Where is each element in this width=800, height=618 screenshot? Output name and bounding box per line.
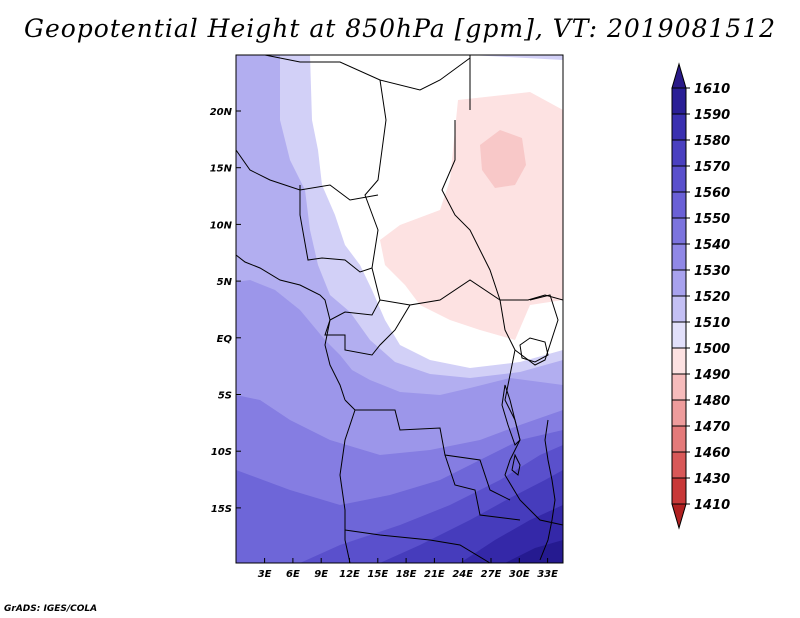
colorbar-top-arrow: [671, 62, 687, 89]
colorbar-swatch: [671, 269, 687, 297]
lon-tick-label: 27E: [481, 569, 502, 580]
colorbar-swatch: [671, 243, 687, 271]
lon-tick-label: 12E: [339, 569, 360, 580]
lat-tick-label: 5N: [217, 277, 233, 288]
colorbar-label: 1410: [694, 498, 730, 513]
colorbar-swatch: [671, 425, 687, 453]
lon-tick-label: 30E: [509, 569, 530, 580]
colorbar-swatch: [671, 347, 687, 375]
colorbar-label: 1510: [694, 316, 730, 331]
border-line: [441, 120, 501, 301]
border-line: [339, 409, 356, 563]
colorbar-label: 1550: [694, 212, 730, 227]
colorbar-label: 1580: [694, 134, 730, 149]
lake-outline: [511, 453, 521, 476]
lat-tick-label: 15S: [211, 504, 232, 515]
colorbar-label: 1470: [694, 420, 730, 435]
colorbar-label: 1590: [694, 108, 730, 123]
lat-tick-label: 20N: [210, 107, 233, 118]
colorbar-label: 1570: [694, 160, 730, 175]
colorbar-swatch: [671, 321, 687, 349]
colorbar-swatch: [671, 165, 687, 193]
lon-tick-label: 6E: [286, 569, 300, 580]
lat-tick-label: 10S: [211, 447, 232, 458]
colorbar-label: 1540: [694, 238, 730, 253]
colorbar-label: 1430: [694, 472, 730, 487]
coastline: [539, 419, 556, 561]
colorbar-label: 1500: [694, 342, 730, 357]
lat-tick-label: 5S: [218, 391, 232, 402]
colorbar-swatch: [671, 373, 687, 401]
lon-tick-label: 18E: [396, 569, 417, 580]
colorbar-swatch: [671, 191, 687, 219]
colorbar-swatch: [671, 139, 687, 167]
colorbar-swatch: [671, 87, 687, 115]
colorbar-swatch: [671, 477, 687, 505]
colorbar-label: 1530: [694, 264, 730, 279]
colorbar-label: 1490: [694, 368, 730, 383]
colorbar-label: 1610: [694, 82, 730, 97]
border-line: [344, 529, 491, 563]
border-line: [299, 185, 373, 273]
colorbar-label: 1560: [694, 186, 730, 201]
lon-tick-label: 9E: [314, 569, 328, 580]
colorbar-label: 1480: [694, 394, 730, 409]
colorbar-swatch: [671, 399, 687, 427]
height-field: [236, 55, 563, 563]
colorbar-bottom-arrow: [671, 503, 687, 530]
lon-tick-label: 33E: [537, 569, 558, 580]
lon-tick-label: 24E: [452, 569, 473, 580]
longitude-axis: 3E 6E 9E 12E 15E 18E 21E 24E 27E 30E 33E: [258, 558, 558, 580]
country-borders: [236, 55, 563, 563]
border-line: [324, 279, 563, 356]
lon-tick-label: 21E: [424, 569, 445, 580]
border-line: [344, 399, 511, 501]
border-line: [444, 454, 521, 521]
border-line: [514, 294, 559, 366]
lake-outline: [501, 384, 521, 446]
border-line: [364, 79, 411, 306]
field-1610: [505, 540, 563, 563]
grads-credit: GrADS: IGES/COLA: [4, 604, 98, 614]
lat-tick-label: EQ: [217, 334, 233, 345]
map-frame: [235, 54, 564, 564]
lon-tick-label: 15E: [367, 569, 388, 580]
colorbar-swatch: [671, 451, 687, 479]
colorbar-label: 1520: [694, 290, 730, 305]
colorbar-label: 1460: [694, 446, 730, 461]
coastline: [236, 254, 346, 401]
map-title: Geopotential Height at 850hPa [gpm], VT:…: [23, 14, 777, 43]
colorbar-swatch: [671, 113, 687, 141]
colorbar-swatch: [671, 217, 687, 245]
latitude-axis: 20N 15N 10N 5N EQ 5S 10S 15S: [210, 107, 241, 515]
field-1490: [480, 130, 526, 188]
lake-outline: [519, 337, 549, 363]
lon-tick-label: 3E: [258, 569, 272, 580]
lat-tick-label: 10N: [210, 220, 233, 231]
lat-tick-label: 15N: [210, 164, 233, 175]
colorbar: 1610 1590 1580 1570 1560 1550 1540 1530 1520 1510…: [671, 62, 730, 530]
colorbar-swatch: [671, 295, 687, 323]
